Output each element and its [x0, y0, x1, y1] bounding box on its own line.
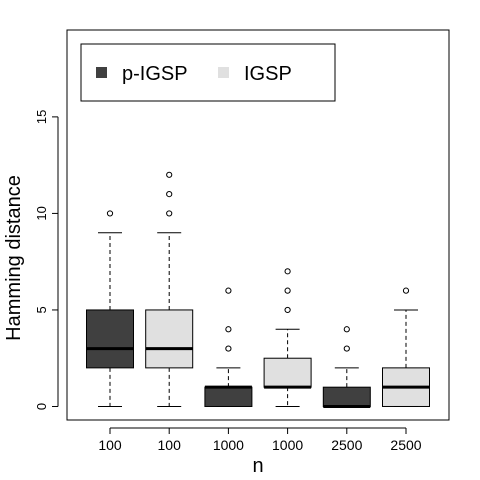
- box-iqr: [322, 386, 371, 407]
- x-tick-label: 100: [98, 437, 122, 453]
- y-tick-label: 15: [34, 110, 49, 124]
- outlier-point: [166, 171, 173, 178]
- x-tick-label: 100: [158, 437, 182, 453]
- x-axis-title: n: [252, 455, 263, 477]
- box-iqr: [204, 386, 253, 407]
- box-iqr: [145, 309, 194, 369]
- legend-box: [80, 43, 336, 102]
- boxes-layer: [86, 171, 430, 408]
- outlier-point: [284, 287, 291, 294]
- box-group: [382, 287, 430, 407]
- outlier-point: [402, 287, 410, 294]
- box-group: [322, 326, 371, 408]
- x-tick-label: 2500: [390, 437, 421, 453]
- outlier-point: [225, 287, 232, 294]
- x-axis: 100 100 1000 1000 2500 2500: [98, 427, 422, 453]
- legend: p-IGSP IGSP: [80, 43, 336, 102]
- plot-frame: [66, 29, 450, 421]
- outlier-point: [284, 306, 291, 314]
- legend-swatch: [96, 67, 107, 78]
- box-group: [204, 287, 253, 407]
- outlier-point: [284, 268, 291, 275]
- box-group: [86, 210, 134, 407]
- x-tick-label: 2500: [331, 437, 362, 453]
- legend-label: IGSP: [244, 63, 292, 85]
- y-tick-label: 10: [34, 206, 49, 220]
- outlier-point: [166, 210, 173, 217]
- outlier-point: [225, 326, 232, 333]
- box-group: [263, 268, 312, 407]
- outlier-point: [343, 326, 350, 333]
- y-tick-label: 5: [34, 306, 49, 313]
- box-iqr: [263, 357, 312, 388]
- x-tick-label: 1000: [213, 437, 244, 453]
- outlier-point: [225, 345, 232, 352]
- legend-swatch: [218, 67, 229, 78]
- box-group: [145, 171, 194, 407]
- legend-label: p-IGSP: [122, 63, 188, 85]
- outlier-point: [343, 345, 350, 352]
- y-tick-label: 0: [34, 403, 49, 410]
- outlier-point: [166, 191, 173, 198]
- box-iqr: [86, 309, 134, 369]
- y-axis-title: Hamming distance: [3, 175, 25, 341]
- x-tick-label: 1000: [272, 437, 303, 453]
- outlier-point: [106, 210, 114, 217]
- y-axis: 0 5 10 15: [34, 110, 59, 410]
